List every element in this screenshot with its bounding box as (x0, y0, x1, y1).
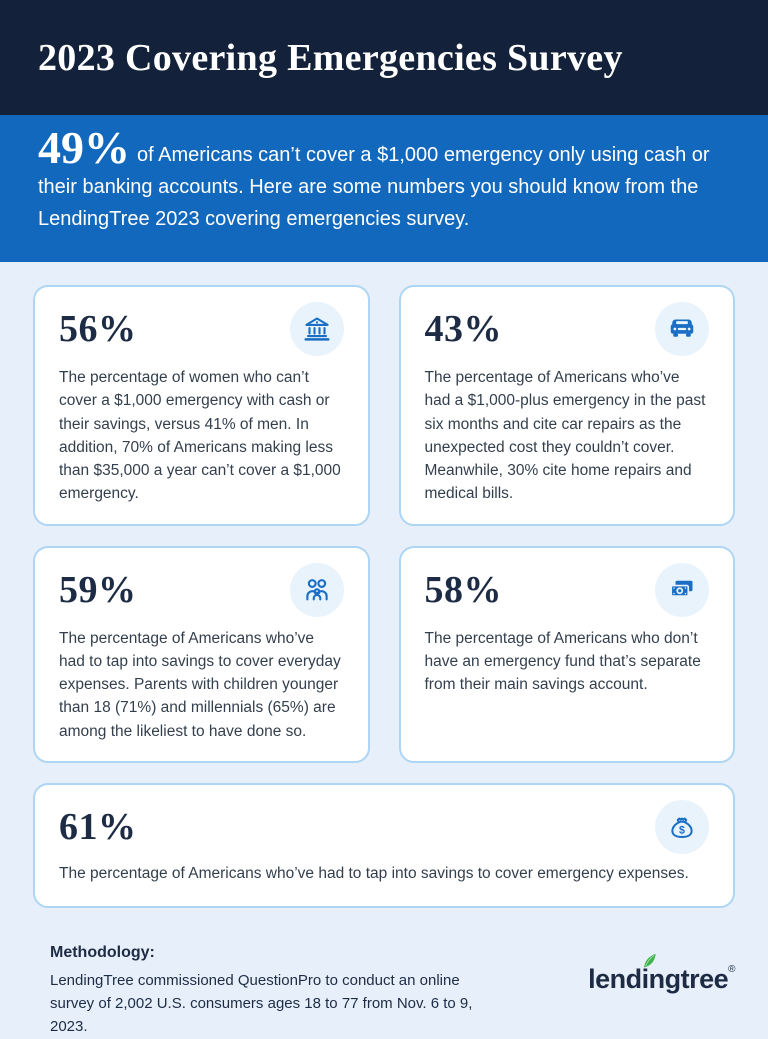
methodology: Methodology: LendingTree commissioned Qu… (50, 944, 500, 1039)
stat-description: The percentage of women who can’t cover … (59, 369, 341, 503)
header: 2023 Covering Emergencies Survey (0, 0, 768, 115)
stat-value: 58% (424, 568, 502, 611)
stat-value: 43% (424, 308, 502, 350)
svg-text:$: $ (679, 824, 685, 836)
money-bag-icon: $ (655, 799, 709, 854)
stat-card-emergency-expenses: 61% $ The percentage of Americans who’ve… (33, 782, 735, 908)
stat-description: The percentage of Americans who’ve had a… (424, 369, 706, 503)
leaf-icon (644, 953, 656, 968)
stat-card-women: 56% The percentage of women who can’t co… (33, 285, 370, 526)
intro-text: of Americans can’t cover a $1,000 emerge… (38, 144, 710, 230)
family-icon (289, 562, 344, 617)
car-icon (655, 302, 709, 356)
footer: Methodology: LendingTree commissioned Qu… (33, 944, 735, 1039)
stat-card-everyday-expenses: 59% The percentage of Americans who’ve h… (33, 545, 370, 763)
stat-value: 56% (59, 308, 137, 350)
card-header-row: 58% (424, 562, 709, 617)
registered-mark: ® (728, 963, 735, 975)
page-title: 2023 Covering Emergencies Survey (38, 36, 623, 79)
stat-card-car-repairs: 43% (398, 285, 735, 526)
stat-description: The percentage of Americans who’ve had t… (59, 864, 689, 882)
methodology-text: LendingTree commissioned QuestionPro to … (50, 971, 473, 1036)
stat-value: 61% (59, 805, 137, 848)
intro-banner: 49% of Americans can’t cover a $1,000 eme… (0, 115, 768, 262)
intro-stat: 49% (38, 122, 130, 173)
lendingtree-logo: lendingtree® (588, 953, 735, 995)
card-header-row: 59% (59, 562, 344, 617)
stat-description: The percentage of Americans who don’t ha… (424, 629, 701, 694)
stat-card-grid: 56% The percentage of women who can’t co… (33, 285, 735, 763)
cards-area: 56% The percentage of women who can’t co… (0, 262, 768, 1039)
card-header-row: 56% (59, 302, 344, 356)
bank-icon (289, 302, 344, 356)
stat-card-emergency-fund: 58% The percent (398, 545, 735, 763)
cash-icon (655, 562, 709, 617)
intro-paragraph: 49% of Americans can’t cover a $1,000 eme… (38, 125, 732, 235)
stat-description: The percentage of Americans who’ve had t… (59, 629, 341, 740)
stat-value: 59% (59, 568, 137, 611)
methodology-label: Methodology: (50, 943, 155, 961)
card-header-row: 43% (424, 302, 709, 356)
card-header-row: 61% $ (59, 799, 709, 854)
